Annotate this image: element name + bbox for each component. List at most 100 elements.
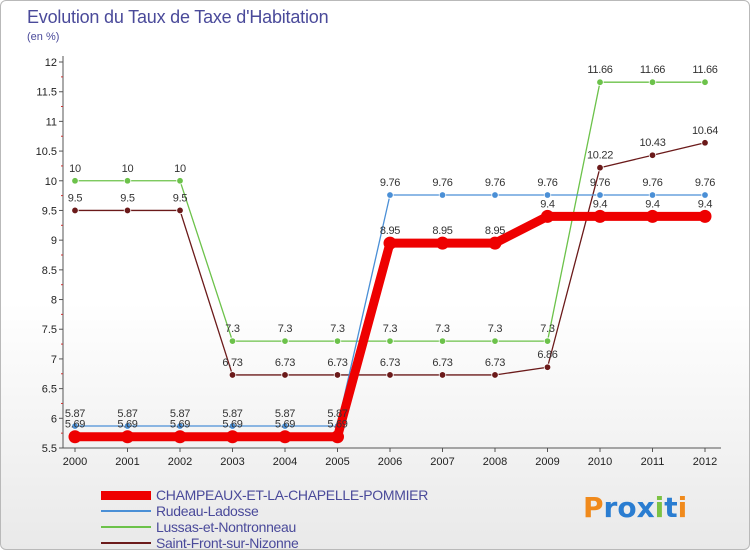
legend-item: CHAMPEAUX-ET-LA-CHAPELLE-POMMIER [101,487,428,503]
series-point-0 [698,209,712,223]
series-point-1 [228,422,237,430]
series-point-0 [383,236,397,250]
series-point-2 [543,337,552,345]
data-label-3: 6.73 [222,357,242,369]
legend-item: Lussas-et-Nontronneau [101,519,428,535]
data-label-3: 9.5 [173,192,188,204]
y-tick-label: 10.5 [36,146,57,158]
series-point-2 [228,337,237,345]
data-label-0: 9.4 [540,198,555,210]
series-point-2 [333,337,342,345]
data-label-2: 11.66 [692,64,717,76]
legend-swatch [101,490,151,500]
series-point-3 [123,206,132,215]
series-point-0 [593,209,607,223]
series-point-0 [121,430,134,444]
x-tick-label: 2007 [430,456,454,468]
data-label-3: 6.73 [275,357,295,369]
x-tick-label: 2011 [641,456,665,468]
data-label-2: 7.3 [383,323,398,335]
x-tick-label: 2006 [378,456,402,468]
y-tick-label: 11 [46,116,57,128]
series-point-2 [596,78,604,86]
data-label-1: 9.76 [590,177,610,189]
series-point-3 [71,206,79,215]
series-point-0 [68,430,82,444]
series-point-1 [71,422,79,430]
data-label-1: 5.87 [170,408,190,420]
data-label-3: 9.5 [120,192,135,204]
data-label-0: 5.69 [327,419,347,431]
data-label-3: 6.73 [327,357,347,369]
data-label-2: 11.66 [587,64,612,76]
data-label-1: 5.87 [222,408,242,420]
x-tick-label: 2008 [483,456,507,468]
series-point-3 [438,371,447,379]
data-label-2: 11.66 [640,64,665,76]
data-label-2: 7.3 [540,323,555,335]
x-tick-label: 2000 [63,456,87,468]
series-point-2 [648,78,657,86]
data-label-3: 10.43 [639,137,665,149]
y-tick-label: 11.5 [36,87,57,99]
series-point-2 [176,177,184,185]
x-tick-label: 2004 [273,456,297,468]
proxiti-logo: Proxiti [583,491,687,524]
series-point-3 [596,164,604,172]
legend-label: Saint-Front-sur-Nizonne [156,535,299,550]
logo-letter: t [664,491,678,524]
series-point-2 [71,177,79,185]
data-label-0: 8.95 [485,225,505,237]
x-tick-label: 2003 [220,456,244,468]
data-label-3: 9.5 [68,192,83,204]
data-label-0: 8.95 [380,225,400,237]
logo-letter: P [583,491,604,524]
data-label-2: 10 [122,163,134,175]
data-label-1: 5.87 [327,408,347,420]
series-point-0 [541,209,554,223]
data-label-0: 5.69 [275,419,295,431]
series-point-2 [438,337,447,345]
legend-label: CHAMPEAUX-ET-LA-CHAPELLE-POMMIER [156,487,429,503]
y-tick-label: 12 [45,57,57,69]
data-label-3: 6.73 [485,357,505,369]
data-label-3: 6.73 [432,357,452,369]
y-tick-label: 7.5 [42,324,57,336]
legend-label: Lussas-et-Nontronneau [156,519,297,535]
x-tick-label: 2012 [693,456,717,468]
series-point-0 [226,430,239,444]
series-point-2 [701,78,709,86]
y-tick-label: 9 [51,235,57,247]
series-point-0 [173,430,187,444]
series-point-1 [543,191,552,199]
y-tick-label: 6 [51,413,57,425]
series-point-0 [646,209,659,223]
data-label-1: 5.87 [275,408,295,420]
legend-item: Saint-Front-sur-Nizonne [101,535,428,550]
x-tick-label: 2001 [115,456,139,468]
series-point-3 [648,151,657,159]
logo-letter: o [617,491,637,524]
series-point-3 [386,371,394,379]
series-point-3 [543,363,552,371]
data-label-2: 7.3 [488,323,503,335]
series-point-1 [123,422,132,430]
series-point-1 [491,191,499,199]
data-label-0: 5.69 [65,419,85,431]
y-tick-label: 10 [45,176,57,188]
logo-letter: i [677,491,688,524]
series-point-3 [491,371,499,379]
data-label-0: 9.4 [645,198,660,210]
series-point-1 [281,422,289,430]
data-label-1: 9.76 [695,177,715,189]
data-label-3: 10.64 [692,125,718,137]
series-point-0 [331,430,344,444]
series-point-2 [491,337,499,345]
series-point-3 [228,371,237,379]
series-point-1 [176,422,184,430]
data-label-2: 7.3 [330,323,345,335]
y-tick-label: 5.5 [42,443,57,455]
data-label-1: 5.87 [65,408,85,420]
